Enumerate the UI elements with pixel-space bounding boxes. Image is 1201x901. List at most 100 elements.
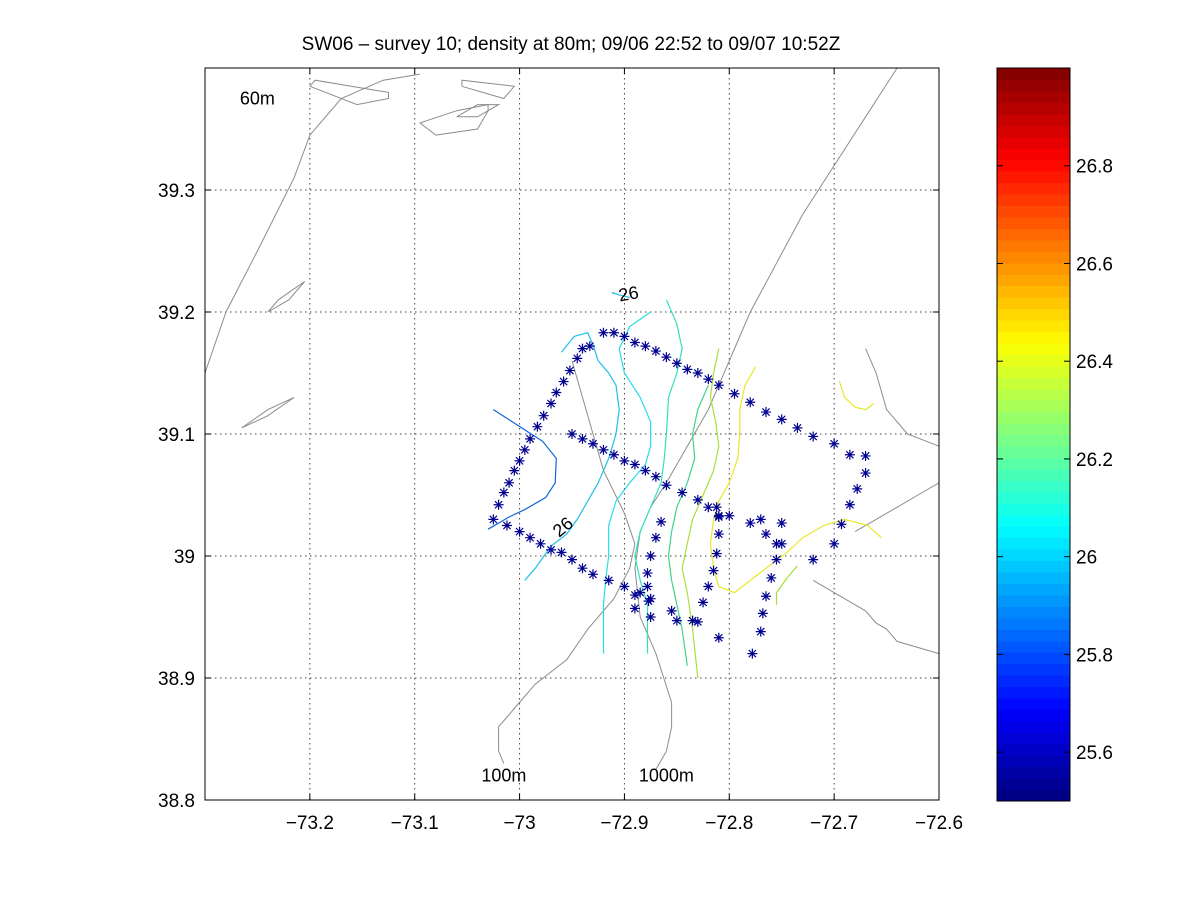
station-marker: [598, 327, 609, 338]
colorbar-swatch: [997, 205, 1070, 218]
colorbar-swatch: [997, 79, 1070, 92]
colorbar-swatch: [997, 755, 1070, 768]
y-axis: 38.8 38.9 39 39.1 39.2 39.3: [158, 181, 939, 812]
station-marker: [650, 471, 661, 482]
station-marker: [509, 465, 520, 476]
station-marker: [556, 547, 567, 558]
station-marker: [525, 532, 536, 543]
station-marker: [776, 538, 787, 549]
colorbar-swatch: [997, 629, 1070, 642]
isobath-label: 100m: [481, 766, 526, 786]
station-marker: [661, 480, 672, 491]
colorbar-swatch: [997, 377, 1070, 390]
station-marker: [629, 590, 640, 601]
density-contour-line: [667, 384, 709, 666]
colorbar-tick-label: 25.8: [1076, 645, 1113, 666]
station-marker: [692, 616, 703, 627]
isobath-line-1000m: [812, 579, 940, 655]
station-marker: [619, 581, 630, 592]
station-marker: [666, 605, 677, 616]
station-marker: [538, 410, 549, 421]
colorbar-swatch: [997, 228, 1070, 241]
station-marker: [713, 380, 724, 391]
station-marker: [792, 422, 803, 433]
station-marker: [808, 554, 819, 565]
x-tick-label: −72.9: [600, 813, 648, 834]
y-tick-label: 39.3: [158, 181, 195, 202]
station-marker: [642, 568, 653, 579]
colorbar-swatch: [997, 652, 1070, 665]
station-marker: [572, 353, 583, 364]
station-marker: [488, 514, 499, 525]
station-marker: [619, 331, 630, 342]
station-marker: [745, 518, 756, 529]
colorbar-swatch: [997, 136, 1070, 149]
isobath-label: 1000m: [639, 766, 694, 786]
colorbar-swatch: [997, 778, 1070, 791]
isobath-line-60m: [241, 396, 295, 429]
station-marker: [551, 387, 562, 398]
station-marker: [650, 532, 661, 543]
colorbar-swatch: [997, 514, 1070, 527]
isobath-line-60m: [309, 79, 389, 106]
station-marker: [771, 554, 782, 565]
colorbar-swatch: [997, 251, 1070, 264]
station-marker: [608, 449, 619, 460]
colorbar-swatch: [997, 182, 1070, 195]
colorbar-tick-label: 26.2: [1076, 450, 1113, 471]
colorbar-swatch: [997, 274, 1070, 287]
station-marker: [671, 615, 682, 626]
station-marker: [587, 569, 598, 580]
y-tick-label: 38.9: [158, 669, 195, 690]
station-marker: [755, 626, 766, 637]
density-contour-line: [838, 381, 875, 411]
station-marker: [692, 368, 703, 378]
x-tick-label: −73.1: [391, 813, 439, 834]
density-contour-line: [775, 565, 798, 605]
station-marker: [619, 455, 630, 466]
station-marker: [776, 518, 787, 529]
density-contour-line: [524, 331, 620, 581]
station-marker: [525, 433, 536, 444]
colorbar-swatch: [997, 171, 1070, 184]
x-tick-label: −72.6: [915, 813, 963, 834]
colorbar-swatch: [997, 663, 1070, 676]
isobath-label: 60m: [240, 89, 275, 109]
colorbar-swatch: [997, 743, 1070, 756]
station-marker: [757, 608, 768, 619]
station-marker: [844, 449, 855, 460]
y-tick-label: 39.1: [158, 425, 195, 446]
station-marker: [577, 433, 588, 444]
station-marker: [546, 398, 557, 409]
station-marker: [535, 538, 546, 549]
colorbar-swatch: [997, 193, 1070, 207]
x-tick-label: −73.2: [286, 813, 334, 834]
station-marker: [745, 397, 756, 408]
colorbar-swatch: [997, 720, 1070, 733]
station-marker: [698, 597, 709, 608]
station-marker: [760, 407, 771, 418]
station-marker: [829, 438, 840, 449]
colorbar-tick-label: 26.8: [1076, 157, 1113, 178]
y-tick-label: 39.2: [158, 303, 195, 324]
station-marker: [860, 468, 871, 479]
station-marker: [692, 494, 703, 505]
station-marker: [577, 563, 588, 574]
colorbar-swatch: [997, 342, 1070, 355]
colorbar-swatch: [997, 365, 1070, 378]
station-marker: [708, 565, 719, 576]
station-marker: [629, 603, 640, 614]
chart-title: SW06 – survey 10; density at 80m; 09/06 …: [302, 34, 841, 55]
station-marker: [729, 388, 740, 399]
density-contour-line: [602, 311, 652, 654]
colorbar-swatch: [997, 560, 1070, 573]
station-marker: [643, 596, 654, 607]
station-marker: [844, 499, 855, 510]
station-marker: [713, 510, 724, 521]
colorbar-frame: [996, 67, 1071, 802]
station-marker: [584, 341, 595, 352]
colorbar-swatch: [997, 571, 1070, 584]
station-marker: [747, 648, 758, 659]
